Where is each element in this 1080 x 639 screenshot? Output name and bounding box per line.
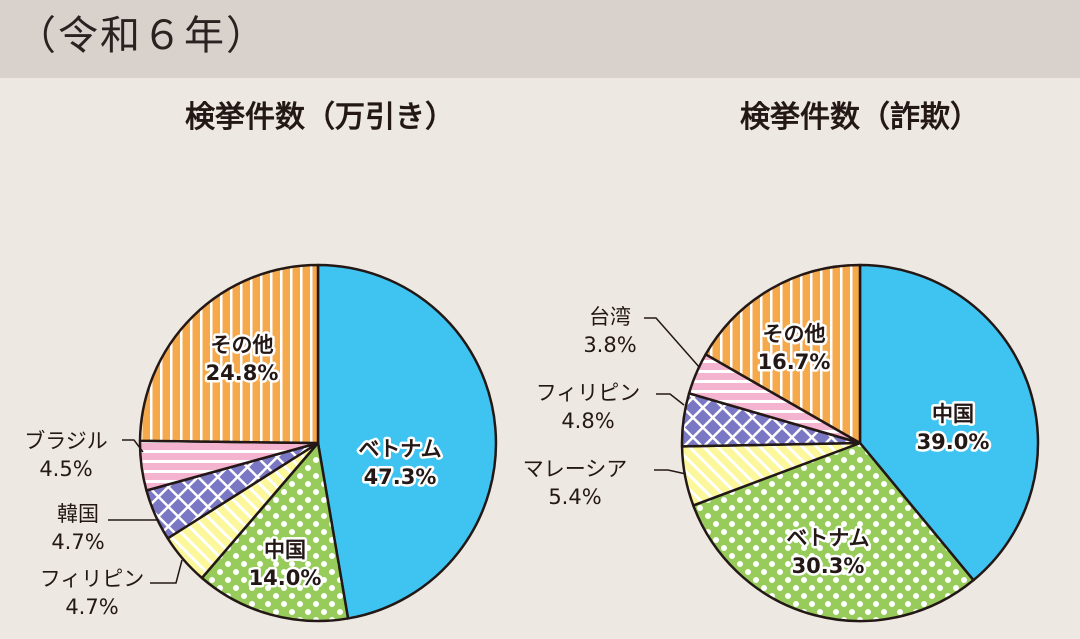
slice-label-fraud-2: マレーシア 5.4% [523,457,628,509]
page-title: （令和６年） [16,13,268,59]
pie-slice-shoplifting-0 [316,263,498,620]
slice-label-shoplifting-1: 中国 14.0% [249,538,322,590]
slice-label-fraud-4: 台湾 3.8% [583,305,636,357]
pie-slice-fraud-0 [858,263,1040,582]
slice-label-fraud-1: ベトナム 30.3% [786,526,869,578]
leader-line-shoplifting-4 [122,439,144,453]
pie-slice-fraud-5 [704,263,862,445]
pie-slice-shoplifting-1 [200,441,350,623]
slice-label-fraud-5: その他 16.7% [758,322,831,374]
chart-title-fraud: 検挙件数（詐欺） [740,100,980,135]
pie-slice-shoplifting-5 [138,263,320,445]
leader-line-fraud-4 [644,317,701,369]
leader-line-fraud-2 [654,469,687,475]
slice-label-shoplifting-0: ベトナム 47.3% [358,437,441,489]
slice-label-shoplifting-4: ブラジル 4.5% [24,429,108,481]
leader-line-fraud-3 [656,393,685,406]
chart-title-shoplifting: 検挙件数（万引き） [185,100,455,135]
slice-label-shoplifting-5: その他 24.8% [206,333,279,385]
leader-line-shoplifting-2 [150,559,183,584]
slice-label-fraud-0: 中国 39.0% [917,402,990,454]
pie-slice-fraud-1 [692,441,975,623]
slice-label-shoplifting-2: フィリピン 4.7% [40,567,145,619]
slice-label-shoplifting-3: 韓国 4.7% [51,502,104,554]
header-band [0,0,1080,78]
slice-label-fraud-3: フィリピン 4.8% [536,381,641,433]
